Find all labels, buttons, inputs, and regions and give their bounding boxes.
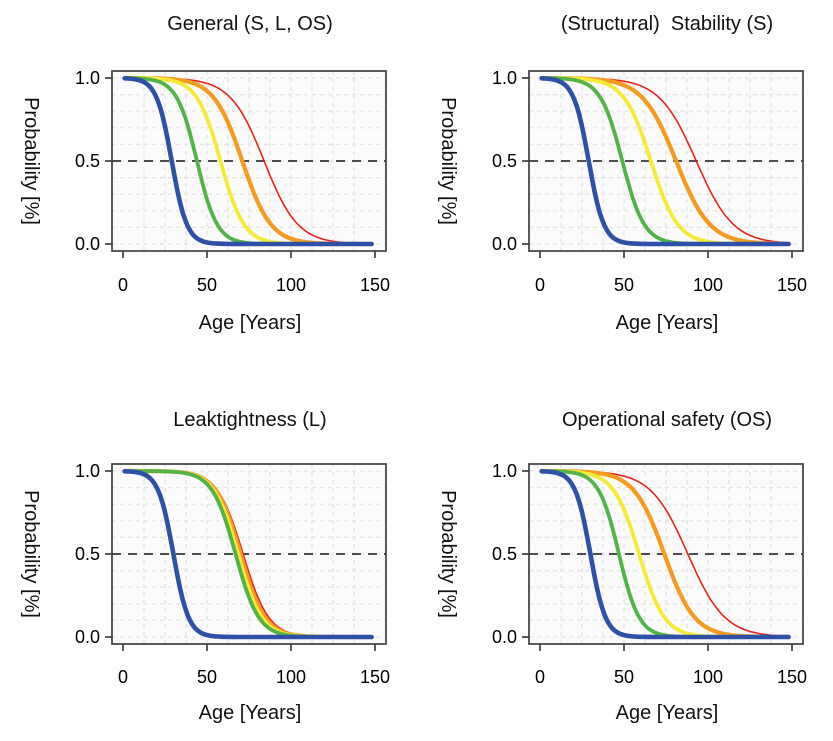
panel-stability: (Structural) Stability (S) Probability [… (417, 0, 833, 370)
x-axis-label: Age [Years] (198, 702, 302, 724)
x-axis-label: Age [Years] (198, 312, 302, 334)
panel-leaktightness: Leaktightness (L) Probability [%] 0 50 100… (0, 370, 416, 741)
chart-title: General (S, L, OS) (167, 13, 333, 35)
svg-text:1.0: 1.0 (75, 461, 100, 481)
panel-general: General (S, L, OS) Probability [%] 0 50 10… (0, 0, 416, 370)
svg-text:0: 0 (118, 667, 128, 687)
svg-text:100: 100 (276, 667, 306, 687)
svg-text:100: 100 (693, 667, 723, 687)
x-axis-label: Age [Years] (615, 702, 719, 724)
svg-text:50: 50 (197, 275, 217, 295)
plot-area: 0 50 100 150 1.0 0.5 0.0 (75, 461, 390, 687)
svg-text:0: 0 (118, 275, 128, 295)
svg-text:0.5: 0.5 (75, 151, 100, 171)
svg-text:50: 50 (614, 275, 634, 295)
svg-text:50: 50 (614, 667, 634, 687)
svg-text:0: 0 (535, 275, 545, 295)
svg-text:150: 150 (777, 667, 807, 687)
svg-text:100: 100 (693, 275, 723, 295)
chart-title: (Structural) Stability (S) (560, 13, 774, 35)
svg-text:150: 150 (777, 275, 807, 295)
chart-title: Operational safety (OS) (561, 409, 773, 431)
plot-area: 0 50 100 150 1.0 0.5 0.0 (492, 461, 807, 687)
svg-text:0.5: 0.5 (492, 544, 517, 564)
svg-text:100: 100 (276, 275, 306, 295)
svg-text:0: 0 (535, 667, 545, 687)
chart-title: Leaktightness (L) (173, 409, 327, 431)
svg-text:1.0: 1.0 (492, 68, 517, 88)
svg-text:150: 150 (360, 667, 390, 687)
svg-text:150: 150 (360, 275, 390, 295)
svg-text:0.0: 0.0 (75, 627, 100, 647)
svg-text:0.5: 0.5 (75, 544, 100, 564)
plot-area: 0 50 100 150 1.0 0.5 0.0 (75, 68, 390, 295)
svg-text:0.0: 0.0 (492, 234, 517, 254)
svg-text:50: 50 (197, 667, 217, 687)
x-axis-label: Age [Years] (615, 312, 719, 334)
svg-text:1.0: 1.0 (75, 68, 100, 88)
plot-area: 0 50 100 150 1.0 0.5 0.0 (492, 68, 807, 295)
svg-text:0.5: 0.5 (492, 151, 517, 171)
svg-text:0.0: 0.0 (75, 234, 100, 254)
svg-text:1.0: 1.0 (492, 461, 517, 481)
svg-text:0.0: 0.0 (492, 627, 517, 647)
panel-operational-safety: Operational safety (OS) Probability [%] … (417, 370, 833, 741)
